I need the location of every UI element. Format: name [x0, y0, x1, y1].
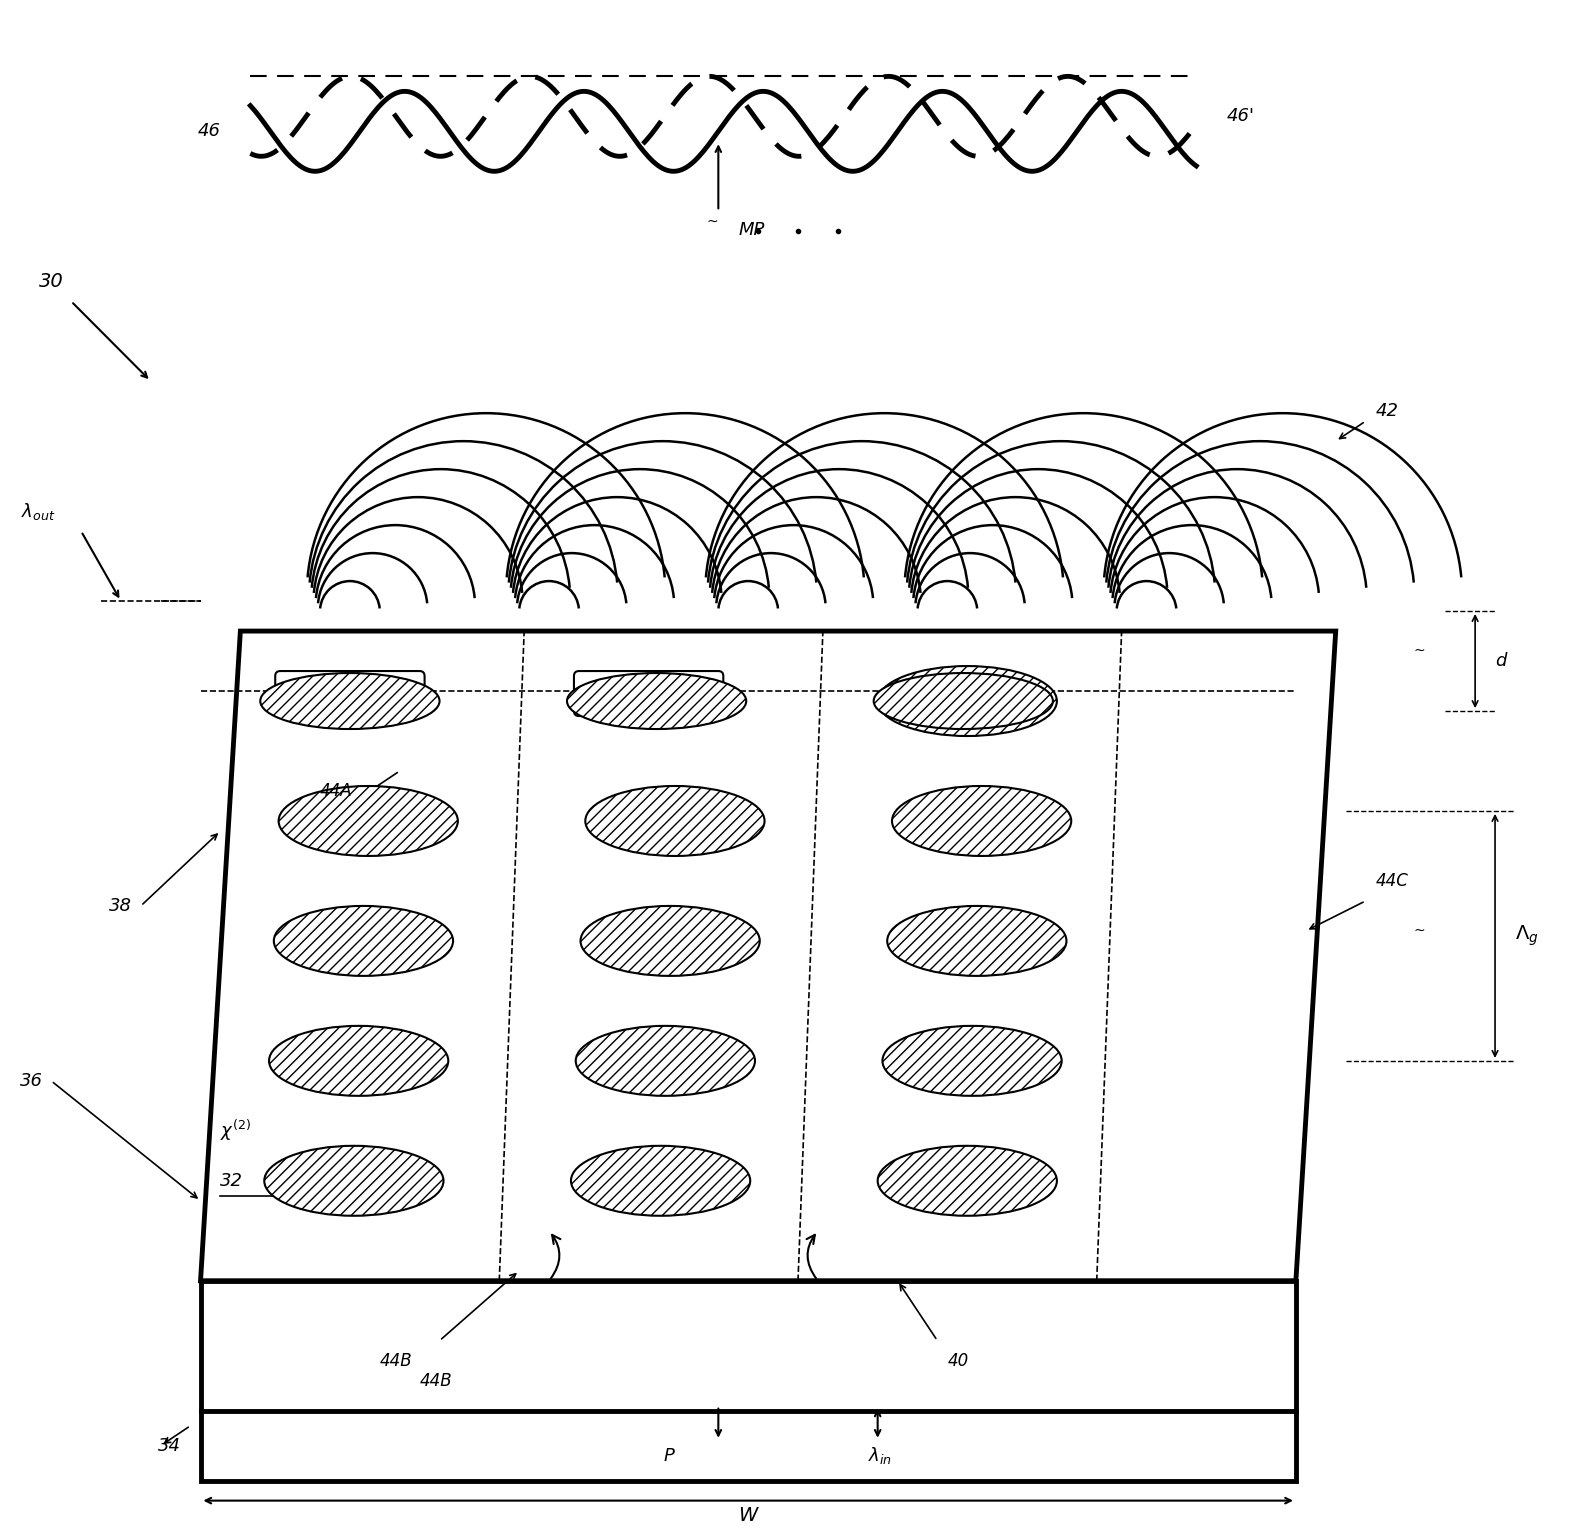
Text: 42: 42: [1376, 403, 1398, 420]
Text: $\lambda_{out}$: $\lambda_{out}$: [21, 501, 56, 521]
Ellipse shape: [275, 905, 453, 976]
Text: 46: 46: [198, 123, 220, 141]
Ellipse shape: [581, 905, 760, 976]
Text: ~: ~: [707, 214, 718, 228]
Ellipse shape: [265, 1146, 444, 1216]
Polygon shape: [201, 631, 1336, 1281]
Text: 44A: 44A: [321, 781, 353, 800]
Ellipse shape: [567, 673, 747, 729]
Ellipse shape: [576, 1026, 755, 1095]
Text: P: P: [662, 1446, 674, 1465]
Ellipse shape: [571, 1146, 750, 1216]
Text: ~: ~: [1414, 643, 1425, 659]
Text: MP: MP: [739, 221, 764, 239]
Text: d: d: [1495, 653, 1507, 669]
Ellipse shape: [878, 1146, 1057, 1216]
Ellipse shape: [279, 786, 458, 856]
Text: 36: 36: [19, 1072, 43, 1089]
Text: 44B: 44B: [420, 1371, 452, 1390]
Text: 44C: 44C: [1376, 872, 1408, 890]
Text: $\chi^{(2)}$: $\chi^{(2)}$: [220, 1118, 252, 1143]
FancyBboxPatch shape: [575, 671, 723, 715]
Ellipse shape: [892, 786, 1071, 856]
Ellipse shape: [270, 1026, 448, 1095]
Text: 40: 40: [948, 1351, 969, 1370]
Text: $\lambda_{in}$: $\lambda_{in}$: [868, 1445, 892, 1466]
Ellipse shape: [883, 1026, 1061, 1095]
Text: ~: ~: [1414, 924, 1425, 938]
Text: 32: 32: [220, 1172, 244, 1190]
Ellipse shape: [878, 666, 1057, 735]
FancyArrowPatch shape: [551, 1235, 560, 1279]
Ellipse shape: [586, 786, 764, 856]
Text: 34: 34: [158, 1437, 180, 1455]
Ellipse shape: [260, 673, 439, 729]
Text: 44B: 44B: [380, 1351, 412, 1370]
Text: 38: 38: [110, 896, 132, 915]
Text: W: W: [739, 1506, 758, 1524]
FancyBboxPatch shape: [275, 671, 425, 715]
Text: 46': 46': [1226, 107, 1254, 126]
FancyArrowPatch shape: [806, 1235, 816, 1279]
Bar: [201, 1281, 1296, 1480]
Text: $\Lambda_g$: $\Lambda_g$: [1515, 924, 1539, 948]
Ellipse shape: [887, 905, 1066, 976]
Ellipse shape: [873, 673, 1053, 729]
Text: 30: 30: [38, 271, 64, 291]
